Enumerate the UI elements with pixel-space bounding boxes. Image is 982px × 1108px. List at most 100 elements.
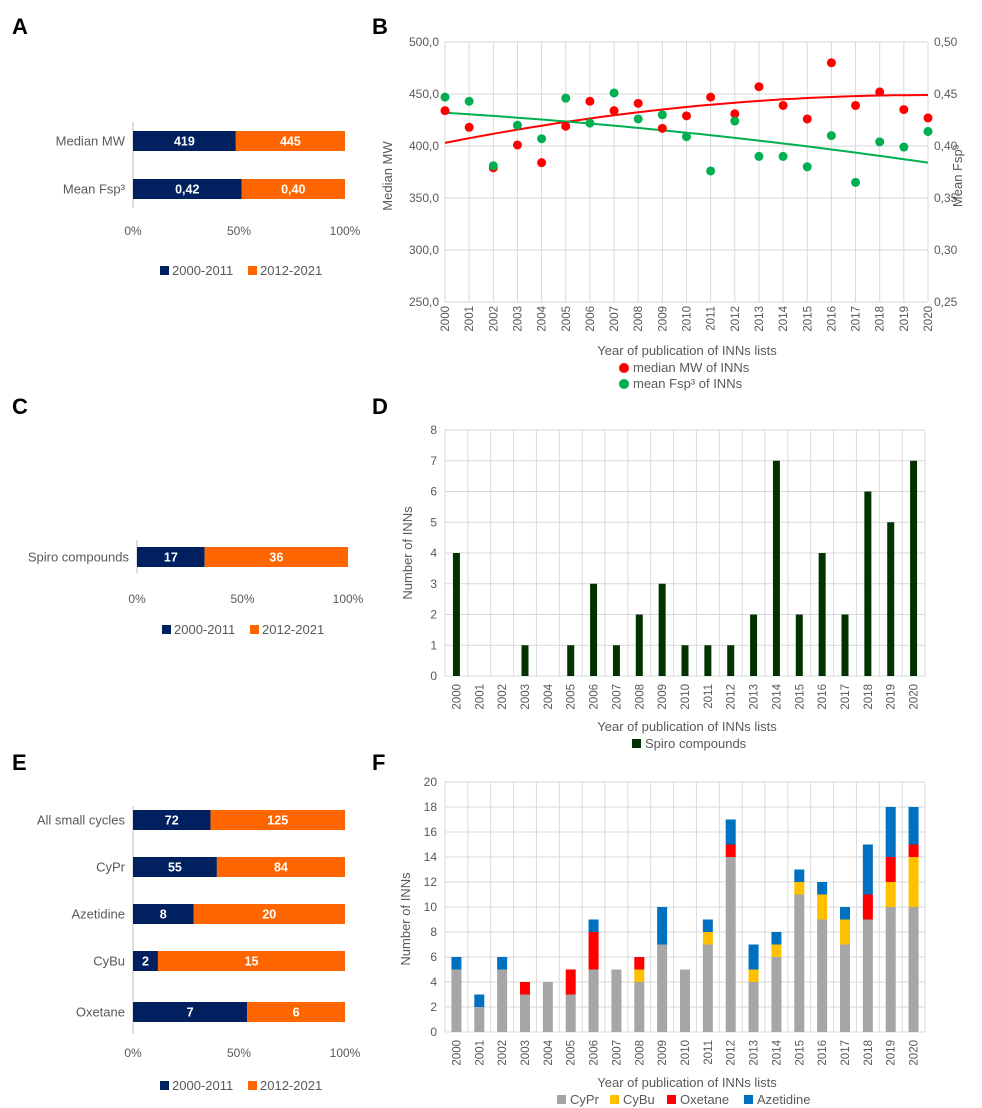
c-x-tick-label-0: 0% bbox=[128, 592, 146, 606]
f-x-tick-label-2003: 2003 bbox=[520, 1040, 532, 1066]
e-bar-2012-2021-2 bbox=[193, 904, 345, 924]
panel-label-a: A bbox=[12, 14, 28, 39]
b-y2-tick-label-1: 0,30 bbox=[934, 243, 958, 257]
e-category-label-4: Oxetane bbox=[76, 1005, 125, 1020]
d-x-tick-label-2019: 2019 bbox=[886, 684, 898, 710]
b-x-tick-label-2020: 2020 bbox=[923, 306, 935, 332]
d-y-tick-label-1: 1 bbox=[430, 638, 437, 652]
b-x-tick-label-2003: 2003 bbox=[512, 306, 524, 332]
b-point-median-mw-2015 bbox=[802, 114, 812, 124]
f-y-tick-label-6: 12 bbox=[424, 875, 438, 889]
b-y-tick-label-3: 400,0 bbox=[409, 139, 439, 153]
b-point-mean-fsp3-2009 bbox=[657, 110, 667, 120]
f-y-tick-label-7: 14 bbox=[424, 850, 438, 864]
a-legend-swatch-2012-2021 bbox=[248, 266, 257, 275]
e-x-tick-label-1: 50% bbox=[227, 1046, 251, 1060]
d-legend-spiro-label: Spiro compounds bbox=[645, 736, 747, 751]
e-bar-label-2012-2021-2: 20 bbox=[262, 908, 276, 922]
d-y-tick-label-8: 8 bbox=[430, 423, 437, 437]
d-bar-spiro-2012 bbox=[727, 645, 735, 676]
a-category-label-1: Mean Fsp³ bbox=[63, 182, 126, 197]
f-bar-azetidine-2011 bbox=[702, 919, 713, 932]
d-y-tick-label-7: 7 bbox=[430, 454, 437, 468]
f-bar-cypr-2020 bbox=[908, 907, 919, 1032]
f-x-tick-label-2001: 2001 bbox=[474, 1040, 486, 1066]
d-x-tick-label-2018: 2018 bbox=[863, 684, 875, 710]
f-y-tick-label-3: 6 bbox=[430, 950, 437, 964]
f-bar-azetidine-2018 bbox=[862, 844, 873, 895]
b-y2-tick-label-0: 0,25 bbox=[934, 295, 958, 309]
f-x-axis-title: Year of publication of INNs lists bbox=[597, 1075, 777, 1090]
b-legend-marker-mw bbox=[619, 363, 629, 373]
a-legend-label-2012-2021: 2012-2021 bbox=[260, 263, 322, 278]
d-y-tick-label-6: 6 bbox=[430, 485, 437, 499]
b-point-median-mw-2006 bbox=[585, 96, 595, 106]
b-point-mean-fsp3-2020 bbox=[923, 126, 933, 136]
d-x-tick-label-2002: 2002 bbox=[497, 684, 509, 710]
c-legend-label-2000-2011: 2000-2011 bbox=[174, 622, 235, 637]
e-bar-2000-2011-3 bbox=[133, 951, 158, 971]
d-bar-spiro-2013 bbox=[750, 614, 758, 676]
f-bar-cypr-2004 bbox=[542, 982, 553, 1032]
f-bar-azetidine-2000 bbox=[451, 957, 462, 970]
b-legend-fsp3-label: mean Fsp³ of INNs bbox=[633, 376, 743, 391]
e-bar-2012-2021-0 bbox=[210, 810, 345, 830]
b-y2-tick-label-5: 0,50 bbox=[934, 35, 958, 49]
f-bar-azetidine-2015 bbox=[794, 869, 805, 882]
d-bar-spiro-2003 bbox=[521, 645, 529, 676]
e-bar-label-2012-2021-4: 6 bbox=[293, 1006, 300, 1020]
b-x-tick-label-2016: 2016 bbox=[826, 306, 838, 332]
f-bar-azetidine-2014 bbox=[771, 932, 782, 945]
d-x-tick-label-2006: 2006 bbox=[589, 684, 601, 710]
e-category-label-1: CyPr bbox=[96, 860, 126, 875]
b-point-mean-fsp3-2019 bbox=[899, 142, 909, 152]
panel-label-c: C bbox=[12, 394, 28, 419]
f-bar-cybu-2016 bbox=[817, 894, 828, 920]
b-x-tick-label-2019: 2019 bbox=[899, 306, 911, 332]
b-point-mean-fsp3-2014 bbox=[778, 151, 788, 161]
b-x-tick-label-2012: 2012 bbox=[730, 306, 742, 332]
f-bar-cybu-2019 bbox=[885, 882, 896, 907]
f-legend-cypr-label: CyPr bbox=[570, 1092, 600, 1107]
a-x-tick-label-0: 0% bbox=[124, 224, 142, 238]
c-legend-label-2012-2021: 2012-2021 bbox=[262, 622, 324, 637]
a-bar-2012-2021-1 bbox=[241, 179, 345, 199]
b-point-mean-fsp3-2003 bbox=[512, 120, 522, 130]
f-bar-cypr-2000 bbox=[451, 969, 462, 1032]
f-bar-azetidine-2001 bbox=[474, 994, 485, 1007]
c-bar-2012-2021-0 bbox=[204, 547, 348, 567]
b-legend-marker-fsp3 bbox=[619, 379, 629, 389]
f-bar-azetidine-2012 bbox=[725, 819, 736, 845]
b-x-tick-label-2005: 2005 bbox=[561, 306, 573, 332]
e-category-label-2: Azetidine bbox=[72, 907, 125, 922]
d-x-tick-label-2017: 2017 bbox=[840, 684, 852, 710]
f-legend-swatch-cybu bbox=[610, 1095, 619, 1104]
b-x-axis-title: Year of publication of INNs lists bbox=[597, 343, 777, 358]
f-bar-azetidine-2009 bbox=[657, 907, 668, 945]
e-legend-swatch-2012-2021 bbox=[248, 1081, 257, 1090]
f-bar-cypr-2017 bbox=[840, 944, 850, 1032]
f-bar-cypr-2005 bbox=[565, 994, 576, 1032]
panel-label-e: E bbox=[12, 750, 27, 775]
f-legend-cybu-label: CyBu bbox=[623, 1092, 655, 1107]
d-x-tick-label-2012: 2012 bbox=[726, 684, 738, 710]
f-bar-azetidine-2006 bbox=[588, 919, 599, 932]
d-x-tick-label-2005: 2005 bbox=[566, 684, 578, 710]
d-bar-spiro-2018 bbox=[864, 491, 872, 676]
d-x-tick-label-2004: 2004 bbox=[543, 683, 555, 709]
f-bar-azetidine-2017 bbox=[840, 907, 850, 920]
e-bar-2000-2011-4 bbox=[133, 1002, 248, 1022]
b-x-tick-label-2008: 2008 bbox=[633, 306, 645, 332]
f-x-tick-label-2015: 2015 bbox=[794, 1040, 806, 1066]
b-point-mean-fsp3-2015 bbox=[802, 162, 812, 172]
e-bar-label-2012-2021-1: 84 bbox=[274, 861, 288, 875]
b-x-tick-label-2007: 2007 bbox=[609, 306, 621, 332]
d-bar-spiro-2005 bbox=[567, 645, 575, 676]
f-bar-oxetane-2019 bbox=[885, 857, 896, 882]
b-point-mean-fsp3-2013 bbox=[754, 151, 764, 161]
f-bar-cypr-2019 bbox=[885, 907, 896, 1032]
panel-label-b: B bbox=[372, 14, 388, 39]
f-bar-cybu-2011 bbox=[702, 932, 713, 945]
a-bar-2000-2011-1 bbox=[133, 179, 242, 199]
